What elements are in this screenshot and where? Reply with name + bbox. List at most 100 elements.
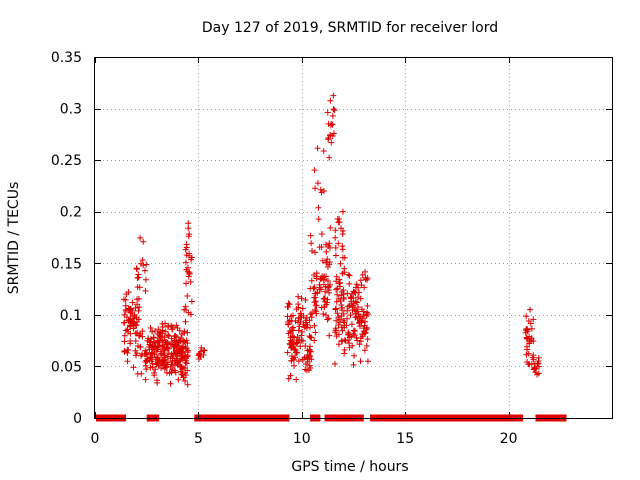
data-point <box>165 333 172 340</box>
data-point <box>182 344 189 351</box>
data-point <box>173 349 180 356</box>
data-point <box>140 238 147 245</box>
data-point <box>132 322 139 329</box>
data-point <box>323 312 330 319</box>
data-point <box>327 224 334 231</box>
data-point <box>316 244 323 251</box>
data-point <box>173 334 180 341</box>
data-point <box>357 295 364 302</box>
data-point <box>122 308 129 315</box>
data-point <box>286 317 293 324</box>
data-point <box>158 358 165 365</box>
data-point <box>322 283 329 290</box>
data-point <box>318 275 325 282</box>
data-point <box>129 299 136 306</box>
data-point <box>137 234 144 241</box>
data-point <box>135 295 142 302</box>
data-point <box>182 259 189 266</box>
data-point <box>308 334 315 341</box>
data-point <box>332 329 339 336</box>
data-point <box>293 376 300 383</box>
data-point <box>325 315 332 322</box>
data-point <box>127 340 134 347</box>
y-tick-label: 0.15 <box>51 256 82 272</box>
data-point <box>122 302 129 309</box>
data-point <box>307 285 314 292</box>
data-point <box>184 292 191 299</box>
data-point <box>340 287 347 294</box>
data-point <box>334 310 341 317</box>
data-point <box>285 375 292 382</box>
data-point <box>173 339 180 346</box>
data-point <box>339 208 346 215</box>
data-point <box>318 304 325 311</box>
data-point <box>149 342 156 349</box>
data-point <box>142 287 149 294</box>
data-point <box>320 311 327 318</box>
data-point <box>359 271 366 278</box>
data-point <box>323 259 330 266</box>
data-point <box>134 274 141 281</box>
data-point <box>346 344 353 351</box>
data-point <box>138 352 145 359</box>
data-point <box>152 366 159 373</box>
data-point <box>332 306 339 313</box>
data-point <box>332 227 339 234</box>
data-point <box>177 357 184 364</box>
data-point <box>311 167 318 174</box>
data-point <box>334 291 341 298</box>
data-point <box>155 356 162 363</box>
data-point <box>285 320 292 327</box>
data-point <box>336 218 343 225</box>
data-point <box>330 92 337 99</box>
data-point <box>344 315 351 322</box>
data-point <box>178 363 185 370</box>
data-point <box>185 309 192 316</box>
data-point <box>163 338 170 345</box>
data-point <box>336 280 343 287</box>
data-point <box>290 340 297 347</box>
data-point <box>317 186 324 193</box>
data-point <box>357 277 364 284</box>
data-point <box>167 364 174 371</box>
data-point <box>135 271 142 278</box>
data-point <box>311 284 318 291</box>
data-point <box>295 319 302 326</box>
data-point <box>350 327 357 334</box>
data-point <box>298 337 305 344</box>
data-point <box>348 321 355 328</box>
data-point <box>363 326 370 333</box>
data-point <box>299 356 306 363</box>
data-point <box>306 343 313 350</box>
data-point <box>186 271 193 278</box>
data-point <box>309 248 316 255</box>
data-point <box>329 121 336 128</box>
data-point <box>136 284 143 291</box>
data-point <box>332 305 339 312</box>
data-point <box>306 346 313 353</box>
data-point <box>309 309 316 316</box>
data-point <box>315 216 322 223</box>
data-point <box>124 326 131 333</box>
data-point <box>347 311 354 318</box>
data-point <box>364 302 371 309</box>
x-axis-label: GPS time / hours <box>291 459 408 475</box>
data-point <box>348 333 355 340</box>
data-point <box>169 358 176 365</box>
data-point <box>312 249 319 256</box>
data-point <box>182 318 189 325</box>
data-point <box>177 368 184 375</box>
data-point <box>152 327 159 334</box>
data-point <box>322 288 329 295</box>
data-point <box>289 325 296 332</box>
data-point <box>171 343 178 350</box>
data-point <box>523 327 530 334</box>
data-point <box>323 301 330 308</box>
data-point <box>341 350 348 357</box>
x-tick-label: 15 <box>396 431 414 447</box>
data-point <box>318 286 325 293</box>
data-point <box>188 254 195 261</box>
data-point <box>357 358 364 365</box>
data-point <box>360 308 367 315</box>
data-point <box>338 337 345 344</box>
